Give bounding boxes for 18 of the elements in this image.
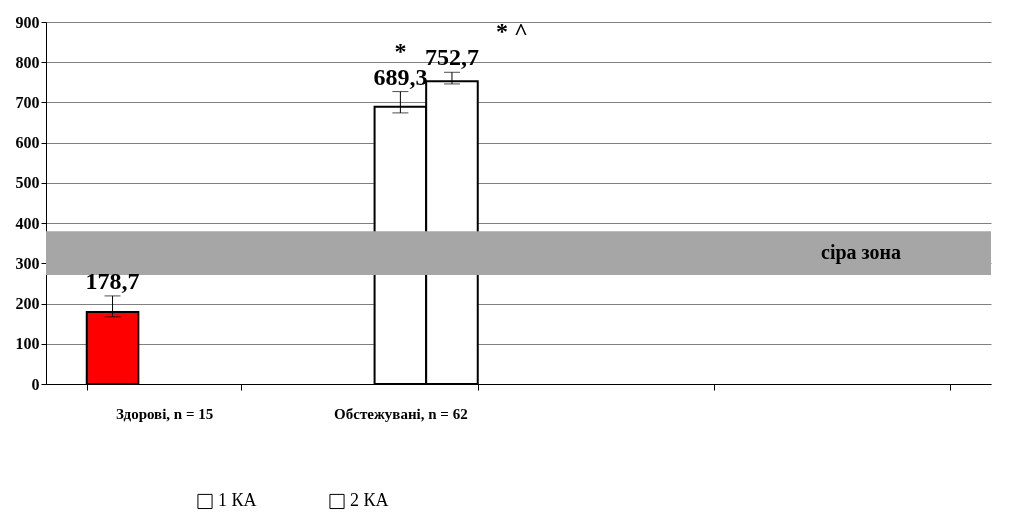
band-label: сіра зона	[821, 241, 901, 265]
y-tick-label: 400	[15, 214, 40, 232]
legend-label: 1 КА	[218, 490, 257, 511]
data-label: 178,7	[85, 267, 140, 294]
annotation: * ^	[495, 18, 528, 45]
y-tick-label: 500	[15, 174, 40, 192]
y-tick-label: 0	[31, 375, 40, 393]
y-tick-label: 300	[15, 254, 40, 272]
y-tick-label: 200	[15, 295, 40, 313]
y-tick-label: 800	[15, 53, 40, 71]
y-tick-label: 900	[15, 13, 40, 31]
legend-label: 2 КА	[350, 490, 389, 511]
x-tick-label: Здорові, n = 15	[115, 405, 214, 422]
annotation: *	[394, 37, 407, 64]
x-tick-label: Обстежувані, n = 62	[334, 405, 468, 422]
y-tick-label: 100	[15, 335, 40, 353]
y-tick-label: 700	[15, 93, 40, 111]
y-tick-label: 600	[15, 134, 40, 152]
